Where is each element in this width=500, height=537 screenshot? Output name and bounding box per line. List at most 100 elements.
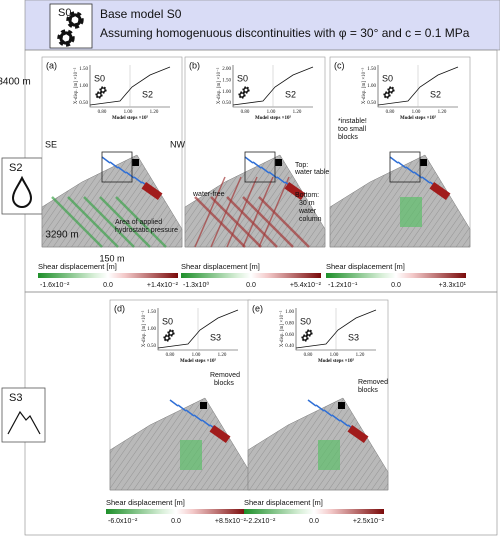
gear-icon: [68, 13, 82, 27]
inset-x-tick-label: 1.20: [438, 110, 447, 115]
inset-y-tick-label: 0.80: [285, 321, 294, 326]
slope: [184, 154, 326, 248]
joint-set: [99, 196, 151, 248]
inset-x-tick-label: 0.80: [386, 110, 395, 115]
annotation: water-free: [192, 191, 225, 198]
gear-icon: [239, 92, 245, 98]
inset-x-tick-label: 1.20: [293, 110, 302, 115]
inset-x-label: Model steps ×10⁵: [112, 115, 149, 121]
inset-y-tick-label: 0.50: [367, 101, 376, 106]
colorbar: [326, 273, 466, 278]
colorbar-title: Shear displacement [m]: [181, 262, 260, 271]
header-band: [24, 0, 500, 51]
inset-y-tick-label: 1.00: [367, 84, 376, 89]
annotation: Removed: [358, 379, 388, 386]
zoom-box: [389, 151, 421, 183]
header-title: Base model S0: [100, 7, 182, 21]
inset-base: S0: [382, 73, 393, 83]
annotation: *instable!: [338, 118, 367, 125]
annotation: 3290 m: [45, 230, 78, 241]
inset-y-tick-label: 2.00: [222, 67, 231, 72]
inset-x-tick-label: 0.80: [304, 353, 313, 358]
inset-curve: [232, 66, 314, 106]
displacement-vector: [397, 161, 407, 169]
slide-zone: [429, 181, 451, 201]
displacement-vector: [193, 414, 203, 422]
inset-base: S0: [300, 316, 311, 326]
panel-label: (a): [46, 60, 57, 70]
gear-icon: [388, 87, 394, 93]
colorbar-min: -2.2x10⁻²: [246, 518, 276, 525]
annotation: hydrostatic pressure: [115, 227, 178, 234]
joint-set: [258, 176, 290, 248]
joint-set: [210, 196, 262, 248]
inset-base: S0: [94, 73, 105, 83]
inset-y-tick-label: 1.50: [79, 67, 88, 72]
monitoring-point: [338, 402, 345, 409]
displacement-vector: [252, 161, 262, 169]
displacement-vector: [339, 419, 349, 427]
joint-set: [194, 196, 246, 248]
inset-y-tick-label: 0.50: [79, 101, 88, 106]
displacement-vector: [201, 419, 211, 427]
colorbar-min: -1.6x10⁻²: [40, 282, 70, 289]
inset-x-tick-label: 1.20: [150, 110, 159, 115]
monitoring-point: [420, 159, 427, 166]
colorbar-title: Shear displacement [m]: [38, 262, 117, 271]
joint-set: [226, 196, 278, 248]
displacement-vector: [389, 156, 399, 164]
colorbar-mid: 0.0: [246, 282, 256, 289]
slope: [41, 154, 183, 248]
colorbar: [38, 273, 178, 278]
joint-set: [51, 196, 103, 248]
green-zone: [318, 440, 340, 470]
annotation: NW: [170, 139, 185, 149]
inset-scenario: S2: [285, 89, 296, 99]
inset-x-label: Model steps ×10⁵: [400, 115, 437, 121]
colorbar: [244, 509, 384, 514]
displacement-vector: [185, 409, 195, 417]
displacement-vector: [307, 399, 317, 407]
annotation: 150 m: [99, 253, 124, 263]
gear-icon: [59, 31, 73, 45]
joint-set: [258, 196, 310, 248]
joint-set: [242, 196, 294, 248]
colorbar-title: Shear displacement [m]: [326, 262, 405, 271]
inset-x-tick-label: 1.00: [192, 353, 201, 358]
annotation: SE: [45, 139, 57, 149]
monitoring-point: [275, 159, 282, 166]
inset-axes: [157, 308, 238, 351]
colorbar-title: Shear displacement [m]: [244, 498, 323, 507]
inset-curve: [157, 309, 239, 349]
inset-axes: [89, 65, 170, 108]
colorbar-max: +3.3x10¹: [439, 282, 467, 289]
inset-y-label: X-disp. [m] ×10⁻²: [279, 310, 285, 347]
inset-y-label: X-disp. [m] ×10⁻²: [73, 67, 79, 104]
monitoring-point: [132, 159, 139, 166]
inset-y-tick-label: 0.60: [285, 333, 294, 338]
displacement-vector: [244, 156, 254, 164]
inset-curve: [295, 309, 377, 349]
gear-icon: [96, 92, 102, 98]
inset-base: S0: [237, 73, 248, 83]
inset-x-tick-label: 1.00: [124, 110, 133, 115]
joint-set: [210, 176, 242, 248]
displacement-vector: [169, 399, 179, 407]
colorbar-max: +1.4x10⁻²: [147, 282, 179, 289]
header-subtitle: Assuming homogenuous discontinuities wit…: [100, 26, 470, 40]
zoom-box: [101, 151, 133, 183]
colorbar-mid: 0.0: [103, 282, 113, 289]
panel-label: (b): [189, 60, 200, 70]
inset-axes: [377, 65, 458, 108]
gear-icon: [302, 335, 308, 341]
slide-zone: [284, 181, 306, 201]
panel-label: (d): [114, 303, 125, 313]
inset-x-label: Model steps ×10⁵: [318, 358, 355, 364]
inset-x-tick-label: 1.00: [267, 110, 276, 115]
header-scenario: S0: [58, 7, 71, 19]
slide-zone: [347, 424, 369, 444]
annotation: 3400 m: [0, 77, 31, 88]
gear-icon: [164, 335, 170, 341]
colorbar-mid: 0.0: [391, 282, 401, 289]
annotation: column: [299, 216, 322, 223]
